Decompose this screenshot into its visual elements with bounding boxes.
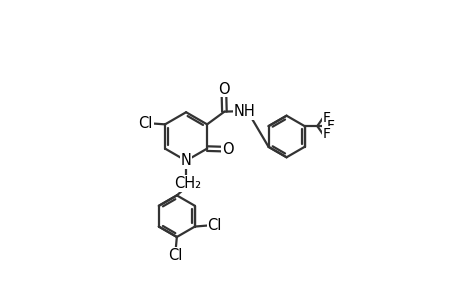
Text: F: F [322,127,330,141]
Text: Cl: Cl [168,248,183,263]
Text: Cl: Cl [138,116,152,131]
Text: N: N [180,153,191,168]
Text: F: F [326,119,334,133]
Text: Cl: Cl [207,218,221,233]
Text: O: O [218,82,229,97]
Text: NH: NH [233,104,255,119]
Text: O: O [222,142,233,157]
Text: F: F [322,111,330,125]
Text: CH₂: CH₂ [174,176,201,191]
